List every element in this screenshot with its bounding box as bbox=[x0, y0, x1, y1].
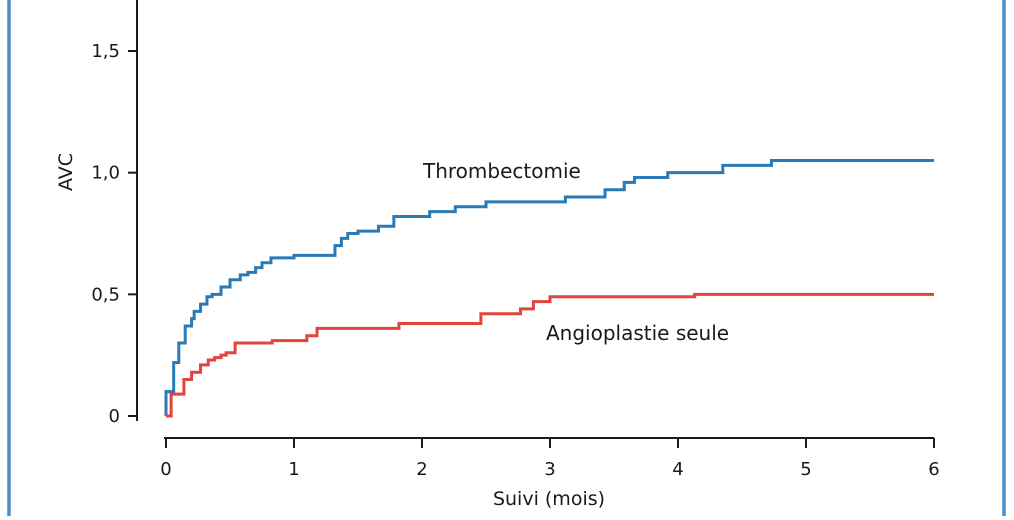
x-tick-label: 3 bbox=[544, 459, 555, 480]
x-axis-title: Suivi (mois) bbox=[493, 488, 605, 510]
y-tick-label: 1,0 bbox=[91, 163, 120, 184]
series-label-angioplastie: Angioplastie seule bbox=[546, 321, 729, 345]
x-tick-label: 4 bbox=[672, 459, 683, 480]
x-tick-label: 1 bbox=[288, 459, 299, 480]
y-axis-ticks: 0 0,5 1,0 1,5 bbox=[91, 41, 137, 427]
x-tick-label: 0 bbox=[160, 459, 171, 480]
x-tick-label: 6 bbox=[928, 459, 939, 480]
series-lines bbox=[164, 159, 934, 418]
x-tick-label: 5 bbox=[800, 459, 811, 480]
y-tick-label: 1,5 bbox=[91, 41, 120, 62]
y-tick-label: 0 bbox=[109, 406, 120, 427]
series-line-angioplastie bbox=[166, 292, 934, 418]
series-label-thrombectomie: Thrombectomie bbox=[422, 159, 581, 183]
series-line-thrombectomie bbox=[164, 159, 934, 416]
panel-border bbox=[7, 0, 1006, 516]
y-tick-label: 0,5 bbox=[91, 284, 120, 305]
x-tick-label: 2 bbox=[416, 459, 427, 480]
x-axis-ticks: 0 1 2 3 4 5 6 bbox=[160, 438, 940, 480]
y-axis-title: AVC bbox=[55, 153, 77, 191]
